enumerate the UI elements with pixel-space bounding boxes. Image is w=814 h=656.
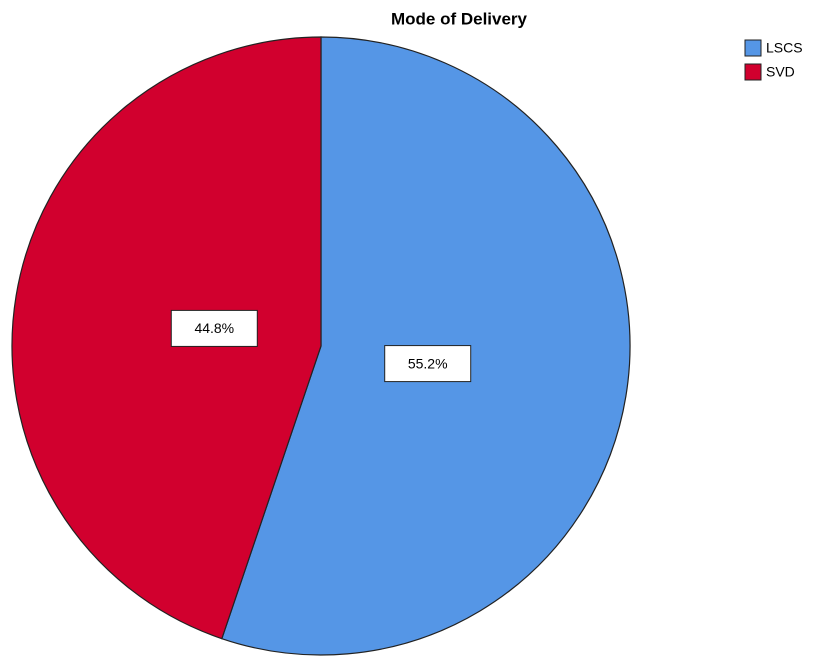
legend-label: LSCS [766,40,803,56]
label-box [384,345,472,383]
chart-title: Mode of Delivery [391,9,528,28]
data-label: 44.8% [194,320,234,336]
legend-swatch [744,39,762,57]
legend-swatch [744,63,762,81]
pie-slice [11,36,322,640]
legend-label: SVD [766,64,795,80]
data-label: 55.2% [408,355,448,371]
label-box [170,309,258,347]
